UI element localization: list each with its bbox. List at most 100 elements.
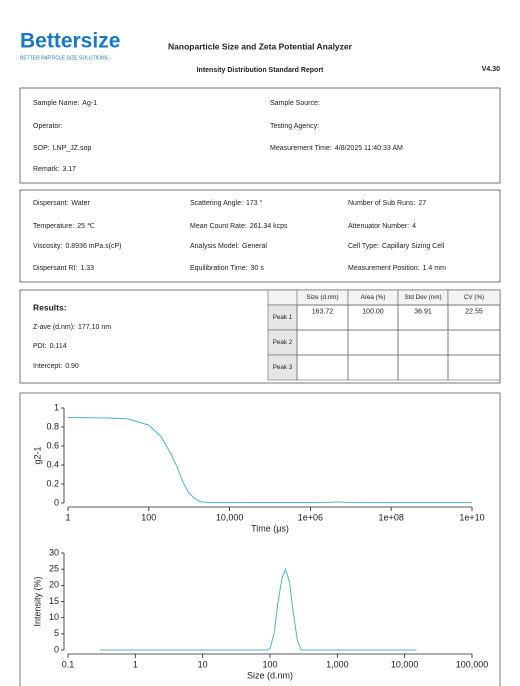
x-tick-label: 1e+08 bbox=[379, 512, 404, 522]
y-tick-label: 0.8 bbox=[46, 421, 59, 431]
condition-field: Temperature: 25 ℃ bbox=[33, 223, 95, 230]
field-value: General bbox=[242, 243, 267, 250]
field-value: 1.33 bbox=[80, 265, 94, 272]
data-line bbox=[100, 567, 417, 651]
condition-field: Measurement Position: 1.4 mm bbox=[348, 265, 446, 272]
field-value: 1.4 mm bbox=[423, 265, 447, 272]
x-axis-label: Time (μs) bbox=[251, 523, 289, 533]
field-value: 3.17 bbox=[62, 166, 76, 173]
field-value: Capillary Sizing Cell bbox=[382, 243, 445, 250]
field-value: 261.34 kcps bbox=[250, 223, 288, 230]
x-tick-label: 1 bbox=[133, 659, 138, 669]
field-value: 4 bbox=[412, 223, 416, 230]
field-value: 177.10 nm bbox=[78, 324, 111, 331]
sample-info-box bbox=[19, 87, 501, 184]
field-label: SOP: bbox=[33, 145, 50, 152]
field-label: Cell Type: bbox=[348, 243, 379, 250]
report-title: Nanoparticle Size and Zeta Potential Ana… bbox=[168, 41, 353, 51]
field-value: 0.8936 mPa.s(cP) bbox=[65, 243, 121, 250]
sample-field: Measurement Time: 4/8/2025 11:40:33 AM bbox=[270, 145, 403, 152]
field-value: 30 s bbox=[251, 265, 265, 272]
condition-field: Dispersant RI: 1.33 bbox=[33, 265, 94, 272]
sample-field: Sample Name: Ag-1 bbox=[33, 100, 97, 107]
sample-field: Testing Agency: bbox=[270, 123, 319, 130]
y-tick-label: 20 bbox=[49, 580, 59, 590]
sample-field: Operator: bbox=[33, 123, 63, 130]
y-tick-label: 1 bbox=[54, 402, 59, 412]
field-label: Sample Source: bbox=[270, 100, 320, 107]
x-tick-label: 100 bbox=[262, 659, 277, 669]
y-axis-label: Intensity (%) bbox=[32, 576, 42, 626]
field-label: Dispersant RI: bbox=[33, 265, 77, 272]
y-tick-label: 0 bbox=[54, 497, 59, 507]
x-tick-label: 1 bbox=[65, 512, 70, 522]
sample-field: SOP: LNP_JZ.sop bbox=[33, 145, 91, 152]
field-label: Dispersant: bbox=[33, 200, 68, 207]
x-axis-label: Size (d.nm) bbox=[247, 670, 293, 680]
x-tick-label: 10,000 bbox=[216, 512, 244, 522]
field-label: Measurement Position: bbox=[348, 265, 420, 272]
column-header: CV (%) bbox=[464, 294, 484, 301]
data-line bbox=[67, 417, 472, 504]
field-label: Mean Count Rate: bbox=[190, 223, 247, 230]
column-header: Size (d.nm) bbox=[306, 294, 338, 301]
condition-field: Number of Sub Runs: 27 bbox=[348, 200, 426, 207]
field-value: 0.90 bbox=[65, 363, 79, 370]
condition-field: Viscosity: 0.8936 mPa.s(cP) bbox=[33, 243, 121, 250]
condition-field: Attenuator Number: 4 bbox=[348, 223, 416, 230]
y-tick-label: 15 bbox=[49, 596, 59, 606]
y-tick-label: 10 bbox=[49, 612, 59, 622]
field-value: LNP_JZ.sop bbox=[53, 145, 92, 152]
x-tick-label: 10 bbox=[198, 659, 208, 669]
sample-field: Sample Source: bbox=[270, 100, 320, 107]
condition-field: Mean Count Rate: 261.34 kcps bbox=[190, 223, 288, 230]
x-tick-label: 0.1 bbox=[62, 659, 75, 669]
condition-field: Scattering Angle: 173 ° bbox=[190, 199, 263, 207]
field-label: Analysis Model: bbox=[190, 243, 239, 250]
row-label-cell bbox=[267, 304, 298, 331]
column-header: Area (%) bbox=[361, 294, 386, 301]
field-label: Attenuator Number: bbox=[348, 223, 409, 230]
field-label: Z-ave (d.nm): bbox=[33, 324, 75, 331]
x-tick-label: 100,000 bbox=[456, 659, 489, 669]
table-value: 163.72 bbox=[312, 308, 334, 315]
result-field: PDI: 0.114 bbox=[33, 343, 67, 350]
row-label: Peak 3 bbox=[273, 364, 293, 371]
field-label: Equilibration Time: bbox=[190, 265, 248, 272]
field-value: 4/8/2025 11:40:33 AM bbox=[335, 145, 403, 152]
y-tick-label: 0.6 bbox=[46, 440, 59, 450]
y-tick-label: 5 bbox=[54, 628, 59, 638]
field-value: Ag-1 bbox=[82, 100, 97, 107]
field-label: Intercept: bbox=[33, 363, 62, 370]
x-tick-label: 1e+10 bbox=[459, 512, 484, 522]
field-value: Water bbox=[71, 200, 90, 207]
condition-field: Cell Type: Capillary Sizing Cell bbox=[348, 243, 445, 250]
row-label: Peak 1 bbox=[273, 314, 293, 321]
field-label: Measurement Time: bbox=[270, 145, 332, 152]
field-label: Testing Agency: bbox=[270, 123, 319, 130]
field-label: Viscosity: bbox=[33, 243, 62, 250]
field-value: 25 ℃ bbox=[77, 223, 95, 230]
x-tick-label: 1e+06 bbox=[298, 512, 323, 522]
result-field: Z-ave (d.nm): 177.10 nm bbox=[33, 324, 111, 331]
x-tick-label: 100 bbox=[141, 512, 156, 522]
field-value: 0.114 bbox=[50, 343, 67, 350]
field-label: PDI: bbox=[33, 343, 47, 350]
y-tick-label: 0.2 bbox=[46, 478, 59, 488]
field-label: Operator: bbox=[33, 123, 63, 130]
field-value: 27 bbox=[418, 200, 426, 207]
y-tick-label: 30 bbox=[49, 547, 59, 557]
y-tick-label: 0.4 bbox=[46, 459, 59, 469]
sample-field: Remark: 3.17 bbox=[33, 166, 76, 173]
table-value: 100.00 bbox=[362, 308, 384, 315]
field-label: Scattering Angle: bbox=[190, 200, 243, 207]
field-label: Temperature: bbox=[33, 223, 74, 230]
row-label: Peak 2 bbox=[273, 339, 293, 346]
x-tick-label: 10,000 bbox=[391, 659, 419, 669]
field-label: Sample Name: bbox=[33, 100, 79, 107]
chart-box bbox=[19, 392, 501, 686]
tagline: BETTER PARTICLE SIZE SOLUTIONS bbox=[20, 55, 109, 61]
field-label: Remark: bbox=[33, 166, 60, 173]
